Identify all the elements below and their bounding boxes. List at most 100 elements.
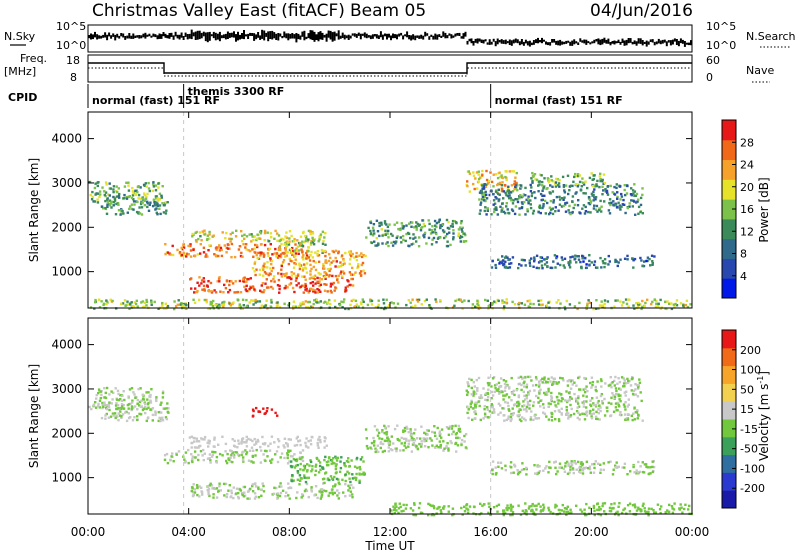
heat-cell: [617, 393, 620, 396]
heat-cell: [541, 180, 544, 184]
heat-cell: [668, 302, 671, 305]
heat-cell: [624, 401, 627, 404]
nsky-sample: [307, 33, 310, 39]
heat-cell: [230, 491, 233, 495]
heat-cell: [95, 393, 98, 397]
heat-cell: [506, 504, 509, 507]
nsky-right-tick-hi: 10^5: [706, 20, 736, 33]
freq-label: Freq.: [20, 52, 47, 65]
heat-cell: [304, 266, 307, 269]
heat-cell: [97, 402, 100, 406]
nsky-sample: [404, 34, 407, 37]
heat-cell: [556, 178, 559, 181]
heat-cell: [654, 305, 658, 308]
heat-cell: [427, 236, 431, 240]
heat-cell: [565, 299, 568, 303]
heat-cell: [259, 237, 262, 240]
heat-cell: [333, 462, 336, 465]
heat-cell: [597, 307, 600, 310]
heat-cell: [329, 282, 333, 285]
heat-cell: [482, 185, 485, 188]
nsky-sample: [567, 40, 570, 43]
heat-cell: [134, 193, 138, 197]
heat-cell: [612, 200, 615, 203]
heat-cell: [623, 379, 626, 382]
heat-cell: [671, 511, 675, 514]
heat-cell: [516, 414, 519, 417]
heat-cell: [476, 306, 479, 309]
heat-cell: [251, 455, 255, 458]
heat-cell: [188, 436, 192, 439]
heat-cell: [412, 233, 415, 236]
heat-cell: [301, 284, 304, 287]
heat-cell: [653, 298, 656, 301]
heat-cell: [263, 253, 266, 257]
nsky-sample: [178, 34, 181, 40]
heat-cell: [154, 412, 157, 415]
heat-cell: [598, 185, 601, 189]
heat-cell: [643, 304, 646, 308]
heat-cell: [610, 386, 613, 389]
heat-cell: [364, 428, 368, 431]
heat-cell: [202, 246, 206, 249]
heat-cell: [592, 207, 596, 210]
heat-cell: [312, 302, 315, 306]
heat-cell: [110, 402, 113, 405]
heat-cell: [269, 267, 272, 270]
heat-cell: [97, 298, 101, 301]
heat-cell: [475, 171, 479, 174]
heat-cell: [599, 199, 602, 203]
nsky-sample: [647, 41, 650, 45]
heat-cell: [287, 438, 290, 441]
heat-cell: [646, 298, 649, 301]
heat-cell: [638, 470, 642, 474]
heat-cell: [474, 305, 477, 308]
colorbar-swatch: [722, 199, 736, 220]
heat-cell: [565, 390, 568, 393]
heat-cell: [278, 247, 281, 250]
heat-cell: [673, 502, 676, 505]
heat-cell: [316, 496, 319, 500]
heat-cell: [257, 251, 260, 255]
heat-cell: [132, 208, 135, 211]
heat-cell: [477, 177, 481, 181]
nsky-sample: [589, 42, 592, 45]
heat-cell: [253, 260, 257, 264]
nsky-sample: [253, 33, 256, 41]
nsky-sample: [629, 38, 632, 43]
nsky-sample: [251, 33, 254, 36]
colorbar-tick-label: 12: [740, 225, 754, 238]
heat-cell: [538, 173, 542, 176]
heat-cell: [295, 284, 298, 287]
heat-cell: [509, 461, 513, 464]
heat-cell: [607, 263, 610, 266]
colorbar-tick-label: 50: [740, 383, 754, 396]
heat-cell: [545, 415, 548, 418]
heat-cell: [348, 250, 351, 254]
heat-cell: [218, 485, 221, 488]
colorbar-tick-label: 100: [740, 364, 761, 377]
heat-cell: [528, 259, 531, 262]
heat-cell: [402, 429, 405, 432]
heat-cell: [535, 178, 539, 182]
heat-cell: [225, 461, 229, 465]
heat-cell: [222, 482, 226, 486]
heat-cell: [487, 388, 490, 391]
heat-cell: [569, 468, 572, 471]
heat-cell: [245, 235, 249, 238]
heat-cell: [556, 382, 559, 385]
nsky-sample: [384, 33, 386, 37]
nsky-sample: [420, 34, 423, 39]
heat-cell: [394, 242, 397, 245]
heat-cell: [533, 258, 536, 261]
heat-cell: [599, 394, 603, 398]
heat-cell: [473, 505, 476, 509]
heat-cell: [530, 257, 533, 260]
power-colorbar-label: Power [dB]: [757, 177, 771, 242]
heat-cell: [287, 243, 291, 246]
heat-cell: [243, 233, 246, 236]
heat-cell: [325, 261, 328, 265]
time-tick-label: 00:00: [71, 525, 106, 539]
heat-cell: [592, 190, 595, 194]
heat-cell: [305, 476, 308, 480]
